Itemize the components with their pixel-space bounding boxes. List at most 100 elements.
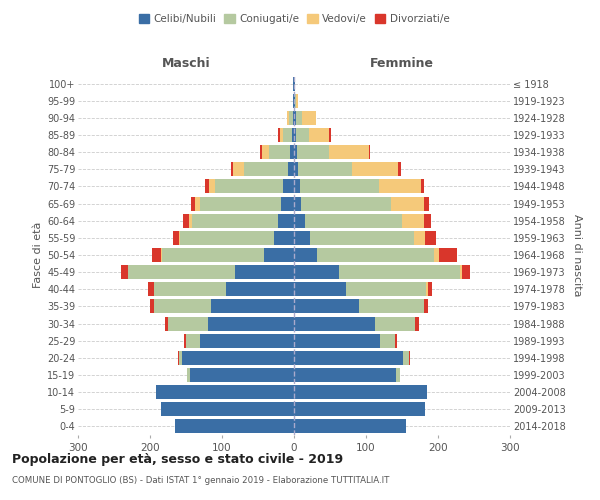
Bar [295, 94, 296, 108]
Bar [211, 300, 294, 314]
Bar [294, 128, 296, 142]
Y-axis label: Fasce di età: Fasce di età [32, 222, 43, 288]
Bar [294, 76, 295, 90]
Bar [281, 196, 294, 210]
Bar [294, 248, 317, 262]
Bar [205, 180, 209, 194]
Bar [235, 265, 294, 279]
Bar [396, 368, 400, 382]
Bar [296, 128, 309, 142]
Bar [294, 282, 346, 296]
Bar [425, 231, 436, 245]
Bar [374, 316, 415, 330]
Bar [428, 282, 432, 296]
Bar [283, 180, 294, 194]
Bar [414, 231, 425, 245]
Bar [290, 145, 294, 159]
Bar [317, 248, 434, 262]
Bar [293, 76, 294, 90]
Bar [280, 128, 283, 142]
Bar [274, 231, 294, 245]
Bar [294, 334, 380, 347]
Bar [269, 145, 290, 159]
Bar [296, 94, 298, 108]
Bar [289, 111, 293, 125]
Bar [294, 180, 300, 194]
Bar [395, 334, 397, 347]
Bar [288, 162, 294, 176]
Bar [369, 145, 370, 159]
Bar [287, 111, 289, 125]
Bar [154, 282, 226, 296]
Bar [161, 248, 264, 262]
Bar [156, 385, 294, 399]
Bar [121, 265, 128, 279]
Bar [152, 248, 161, 262]
Bar [294, 145, 297, 159]
Bar [278, 128, 280, 142]
Bar [294, 265, 338, 279]
Bar [264, 248, 294, 262]
Bar [165, 316, 168, 330]
Bar [161, 402, 294, 416]
Bar [179, 351, 182, 365]
Legend: Celibi/Nubili, Coniugati/e, Vedovi/e, Divorziati/e: Celibi/Nubili, Coniugati/e, Vedovi/e, Di… [134, 10, 454, 29]
Bar [296, 111, 302, 125]
Bar [294, 214, 305, 228]
Bar [208, 316, 294, 330]
Bar [187, 368, 190, 382]
Bar [301, 196, 391, 210]
Bar [294, 94, 295, 108]
Bar [403, 351, 409, 365]
Bar [421, 180, 424, 194]
Y-axis label: Anni di nascita: Anni di nascita [572, 214, 582, 296]
Bar [346, 282, 427, 296]
Bar [427, 282, 428, 296]
Bar [391, 196, 424, 210]
Bar [183, 214, 189, 228]
Text: Femmine: Femmine [370, 57, 434, 70]
Bar [200, 334, 294, 347]
Bar [233, 162, 244, 176]
Bar [292, 128, 294, 142]
Bar [148, 282, 154, 296]
Bar [424, 196, 430, 210]
Bar [329, 145, 369, 159]
Bar [380, 334, 395, 347]
Bar [226, 282, 294, 296]
Text: Maschi: Maschi [161, 57, 211, 70]
Bar [150, 300, 154, 314]
Bar [359, 300, 424, 314]
Bar [294, 162, 298, 176]
Bar [409, 351, 410, 365]
Bar [294, 316, 374, 330]
Bar [182, 351, 294, 365]
Bar [230, 162, 233, 176]
Bar [415, 316, 419, 330]
Bar [298, 162, 352, 176]
Bar [179, 231, 180, 245]
Bar [379, 180, 421, 194]
Bar [194, 196, 200, 210]
Bar [424, 300, 428, 314]
Bar [262, 145, 269, 159]
Bar [260, 145, 262, 159]
Bar [294, 420, 406, 434]
Bar [300, 180, 379, 194]
Bar [244, 162, 288, 176]
Bar [154, 300, 211, 314]
Bar [293, 94, 294, 108]
Bar [294, 368, 396, 382]
Bar [310, 231, 414, 245]
Bar [294, 196, 301, 210]
Bar [338, 265, 460, 279]
Bar [302, 111, 316, 125]
Text: COMUNE DI PONTOGLIO (BS) - Dati ISTAT 1° gennaio 2019 - Elaborazione TUTTITALIA.: COMUNE DI PONTOGLIO (BS) - Dati ISTAT 1°… [12, 476, 389, 485]
Bar [189, 214, 192, 228]
Bar [294, 402, 425, 416]
Bar [294, 300, 359, 314]
Bar [294, 231, 310, 245]
Bar [294, 111, 296, 125]
Bar [460, 265, 462, 279]
Bar [283, 128, 292, 142]
